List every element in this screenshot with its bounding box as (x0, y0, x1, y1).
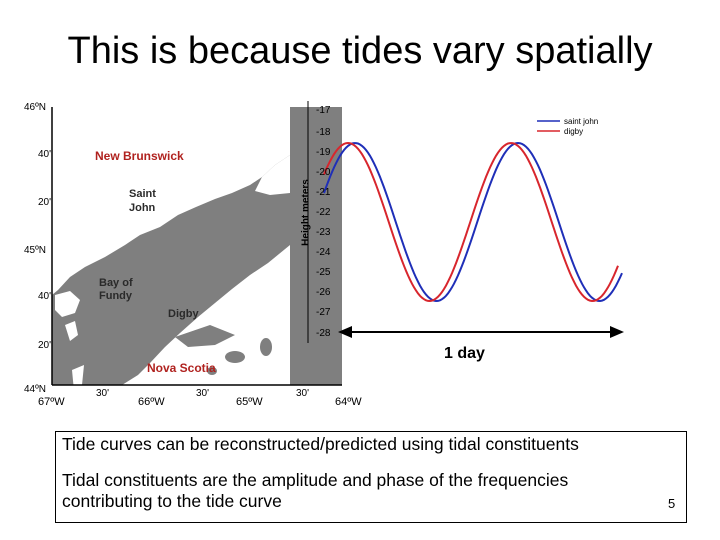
explanation-line-1: Tide curves can be reconstructed/predict… (62, 434, 579, 454)
y-tick: -28 (316, 328, 331, 339)
explanation-line-2: Tidal constituents are the amplitude and… (62, 470, 569, 511)
saint-john-label: Saint John (129, 188, 156, 214)
y-tick: -27 (316, 307, 331, 318)
bay-of-fundy-map: 46ºN 40' 20' 45ºN 40' 20' 44ºN 67ºW 30' … (0, 95, 362, 415)
tide-curve-saint-john (323, 141, 623, 303)
slide-title: This is because tides vary spatially (67, 30, 653, 72)
y-tick: -26 (316, 287, 331, 298)
legend-label-saint-john: saint john (564, 117, 598, 126)
y-tick: -25 (316, 267, 331, 278)
tide-chart: saint john digby -17 -18 -19 -20 -21 -22… (296, 95, 636, 365)
lon-tick: 30' (96, 388, 110, 399)
y-tick: -20 (316, 167, 331, 178)
annapolis-basin (175, 325, 235, 347)
y-tick: -21 (316, 187, 331, 198)
tide-curve-digby (323, 141, 619, 303)
map-graphic (51, 107, 342, 391)
y-axis-label: Height meters (300, 179, 312, 246)
lat-tick: 45ºN (24, 245, 46, 256)
lat-tick: 44ºN (24, 384, 46, 395)
tide-chart-svg: saint john digby (307, 101, 624, 343)
y-tick: -22 (316, 207, 331, 218)
nova-scotia-land (122, 245, 290, 385)
lon-tick: 30' (196, 388, 210, 399)
lake (207, 367, 217, 375)
new-brunswick-land (52, 107, 290, 295)
one-day-arrow-left (338, 326, 352, 338)
lat-tick: 20' (38, 340, 52, 351)
lake (260, 338, 272, 356)
new-brunswick-label: New Brunswick (95, 149, 184, 163)
y-tick: -23 (316, 227, 331, 238)
one-day-arrow-right (610, 326, 624, 338)
island (65, 321, 78, 341)
lat-tick: 46ºN (24, 102, 46, 113)
lon-tick: 64ºW (335, 396, 362, 408)
lon-tick: 67ºW (38, 396, 65, 408)
grand-manan-island (55, 291, 80, 317)
lat-tick: 20' (38, 197, 52, 208)
lon-tick: 65ºW (236, 396, 263, 408)
lon-tick: 30' (296, 388, 310, 399)
bay-of-fundy-label: Bay of Fundy (99, 277, 133, 302)
nova-scotia-label: Nova Scotia (147, 361, 216, 375)
upper-bay-land (255, 155, 290, 195)
page-number: 5 (668, 496, 676, 511)
explanation-text-box: Tide curves can be reconstructed/predict… (55, 431, 687, 523)
y-tick: -17 (316, 105, 331, 116)
y-tick: -19 (316, 147, 331, 158)
legend-label-digby: digby (564, 127, 583, 136)
lat-tick: 40' (38, 149, 52, 160)
lat-tick: 40' (38, 291, 52, 302)
lon-tick: 66ºW (138, 396, 165, 408)
digby-label: Digby (168, 308, 199, 320)
lake (225, 351, 245, 363)
y-tick: -24 (316, 247, 331, 258)
one-day-label: 1 day (444, 345, 485, 362)
y-tick: -18 (316, 127, 331, 138)
